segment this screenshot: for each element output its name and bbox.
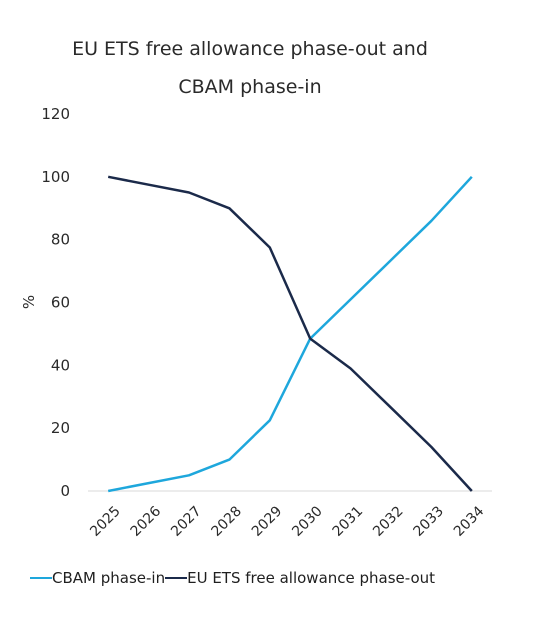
y-tick-label: 100: [41, 168, 70, 186]
x-tick-label: 2028: [208, 503, 245, 540]
y-tick-label: 20: [51, 419, 70, 437]
x-tick-label: 2031: [330, 503, 367, 540]
x-tick-label: 2030: [289, 503, 326, 540]
x-axis: 2025 2026 2027 2028 2029 2030 2031 2032 2033 2034: [87, 503, 487, 540]
chart-title-line-1: EU ETS free allowance phase-out and: [72, 38, 428, 60]
legend-item-1: CBAM phase-in: [30, 569, 165, 587]
legend-swatch: [30, 577, 52, 579]
legend: CBAM phase-in EU ETS free allowance phase…: [30, 565, 435, 587]
plot-lines: [107, 175, 473, 493]
y-tick-label: 60: [51, 294, 70, 312]
x-tick-label: 2029: [249, 503, 286, 540]
legend-label: EU ETS free allowance phase-out: [187, 569, 436, 587]
y-tick-label: 80: [51, 231, 70, 249]
x-tick-label: 2027: [168, 503, 205, 540]
y-tick-label: 40: [51, 356, 70, 374]
x-tick-label: 2034: [451, 503, 488, 540]
x-tick-label: 2026: [128, 503, 165, 540]
legend-label: CBAM phase-in: [52, 569, 166, 587]
y-tick-label: 0: [60, 482, 70, 500]
x-tick-label: 2033: [410, 503, 447, 540]
line-chart: 0 20 40 60 80 100 120 2025 2026 2027 2028 2029 2030…: [20, 105, 492, 540]
y-axis-label: %: [20, 295, 38, 309]
chart-title-line-2: CBAM phase-in: [178, 76, 322, 98]
legend-swatch: [165, 577, 188, 579]
x-tick-label: 2032: [370, 503, 407, 540]
series-line-1: [107, 175, 473, 493]
series-line-2: [107, 175, 473, 492]
y-tick-label: 120: [41, 105, 70, 123]
y-axis: 0 20 40 60 80 100 120: [41, 105, 70, 500]
chart-title: EU ETS free allowance phase-out and CBAM…: [0, 30, 500, 106]
legend-item-2: EU ETS free allowance phase-out: [165, 569, 435, 587]
x-tick-label: 2025: [87, 503, 124, 540]
